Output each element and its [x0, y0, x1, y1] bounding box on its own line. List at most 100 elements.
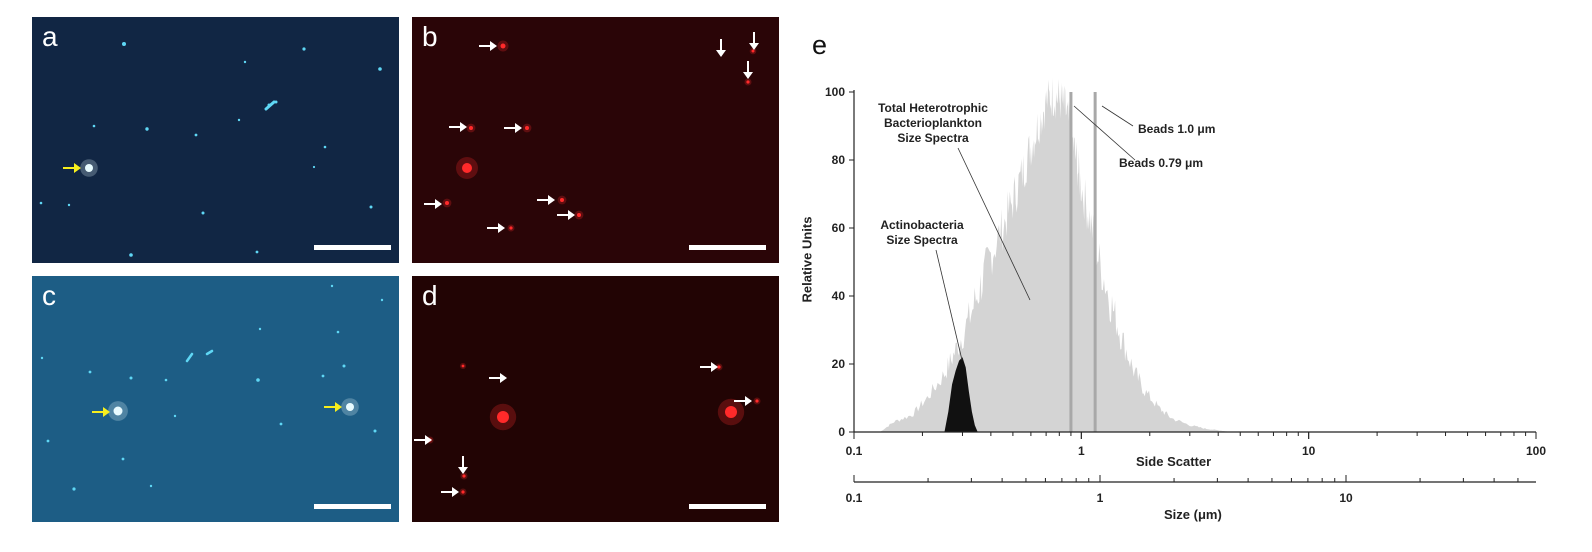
red-cell — [717, 365, 721, 369]
bacterium-cell — [380, 298, 384, 302]
size-spectra-chart: 0 20 40 60 80 100 0.1 1 10 100 0.1 1 10 — [825, 77, 1546, 505]
white-arrow — [424, 199, 442, 209]
white-arrow — [743, 61, 753, 79]
beads-1-annotation: Beads 1.0 μm — [1138, 122, 1216, 136]
beads-079-leader — [1073, 105, 1136, 161]
red-bead — [497, 411, 509, 423]
red-cell — [525, 126, 529, 130]
yellow-arrow — [324, 402, 342, 412]
bacterium-cell — [40, 356, 44, 360]
bacterium-cell — [342, 364, 346, 368]
white-arrow — [504, 123, 522, 133]
white-arrow — [700, 362, 718, 372]
red-cell — [462, 474, 466, 478]
white-arrow — [441, 487, 459, 497]
bacterium-cell — [39, 201, 43, 205]
bacterium-cell — [237, 118, 241, 122]
white-arrow — [414, 435, 432, 445]
rod-cell — [205, 349, 214, 356]
white-arrow — [716, 39, 726, 57]
x-tick-label: 100 — [1526, 444, 1546, 458]
bacterium-cell — [336, 330, 340, 334]
bacterium-cell — [149, 484, 153, 488]
white-arrow — [449, 122, 467, 132]
total-spectra-line1: Total Heterotrophic — [878, 101, 988, 115]
bacterium-cell — [92, 124, 96, 128]
actinobacteria-spectrum-area — [944, 357, 978, 432]
bacterium-cell — [67, 203, 71, 207]
scale-bar-a — [314, 245, 391, 250]
yellow-arrow — [92, 407, 110, 417]
total-spectra-line2: Bacterioplankton — [883, 116, 982, 130]
white-arrow — [479, 41, 497, 51]
bacterium-cell — [255, 250, 259, 254]
micrograph-panel-d: d — [412, 276, 779, 522]
y-tick-label: 0 — [838, 425, 845, 439]
actino-line1: Actinobacteria — [880, 218, 964, 232]
white-arrow — [749, 32, 759, 50]
bacterium-cell — [145, 127, 149, 131]
scale-bar-b — [689, 245, 766, 250]
bacterium-cell — [378, 67, 382, 71]
scale-bar-c — [314, 504, 391, 509]
y-tick-label: 80 — [832, 153, 846, 167]
secondary-x-tick-label: 0.1 — [846, 491, 863, 505]
bacterium-cell — [256, 378, 260, 382]
bacterium-cell — [194, 133, 198, 137]
bacterium-cell — [279, 422, 283, 426]
micrograph-panel-c: c — [32, 276, 399, 522]
y-tick-label: 100 — [825, 85, 845, 99]
bacterium-cell — [88, 370, 92, 374]
red-cell — [755, 399, 759, 403]
micrograph-b-image — [424, 32, 759, 233]
bacterium-cell — [201, 211, 205, 215]
bacterium-cell — [173, 414, 177, 418]
bacterium-cell — [243, 60, 247, 64]
white-arrow — [734, 396, 752, 406]
rod-cell — [264, 100, 276, 111]
micrograph-d-image — [414, 362, 761, 497]
red-cell — [445, 201, 449, 205]
bacterium-cell — [369, 205, 373, 209]
y-tick-label: 40 — [832, 289, 846, 303]
red-cell — [746, 80, 750, 84]
bacterium-cell — [122, 42, 126, 46]
bacterium-cell — [321, 374, 325, 378]
panel-label-e: e — [812, 30, 828, 60]
actino-line2: Size Spectra — [886, 233, 958, 247]
scale-bar-d — [689, 504, 766, 509]
x-tick-label: 10 — [1302, 444, 1316, 458]
bacterium-cell — [121, 457, 125, 461]
total-spectra-annotation: Total Heterotrophic Bacterioplankton Siz… — [868, 101, 998, 146]
bacterium-cell — [373, 429, 377, 433]
bacterium-cell — [46, 439, 50, 443]
white-arrow — [489, 373, 507, 383]
y-axis-label: Relative Units — [799, 216, 815, 303]
total-spectra-leader — [957, 147, 1031, 301]
red-cell — [560, 198, 564, 202]
micrograph-a-image — [39, 42, 382, 257]
bacterium-cell — [72, 487, 76, 491]
bacterium-cell — [323, 145, 327, 149]
x-axis-label: Side Scatter — [1136, 454, 1212, 469]
red-cell — [577, 213, 581, 217]
y-tick-label: 20 — [832, 357, 846, 371]
secondary-x-axis-label: Size (μm) — [1164, 507, 1222, 522]
total-spectra-line3: Size Spectra — [897, 131, 969, 145]
bacterium-cell — [312, 165, 316, 169]
white-arrow — [458, 456, 468, 474]
red-cell — [509, 226, 513, 230]
panel-label-d: d — [422, 280, 438, 311]
beads-1-leader — [1101, 105, 1134, 127]
x-tick-label: 0.1 — [846, 444, 863, 458]
panel-label-a: a — [42, 21, 58, 52]
y-tick-label: 60 — [832, 221, 846, 235]
bacterium-cell — [302, 47, 306, 51]
red-cell — [500, 43, 506, 49]
yellow-arrow — [63, 163, 81, 173]
bacterium-cell — [258, 327, 262, 331]
panel-label-c: c — [42, 280, 56, 311]
actinobacteria-cell — [346, 403, 354, 411]
red-bead — [462, 163, 472, 173]
red-cell — [751, 49, 755, 53]
